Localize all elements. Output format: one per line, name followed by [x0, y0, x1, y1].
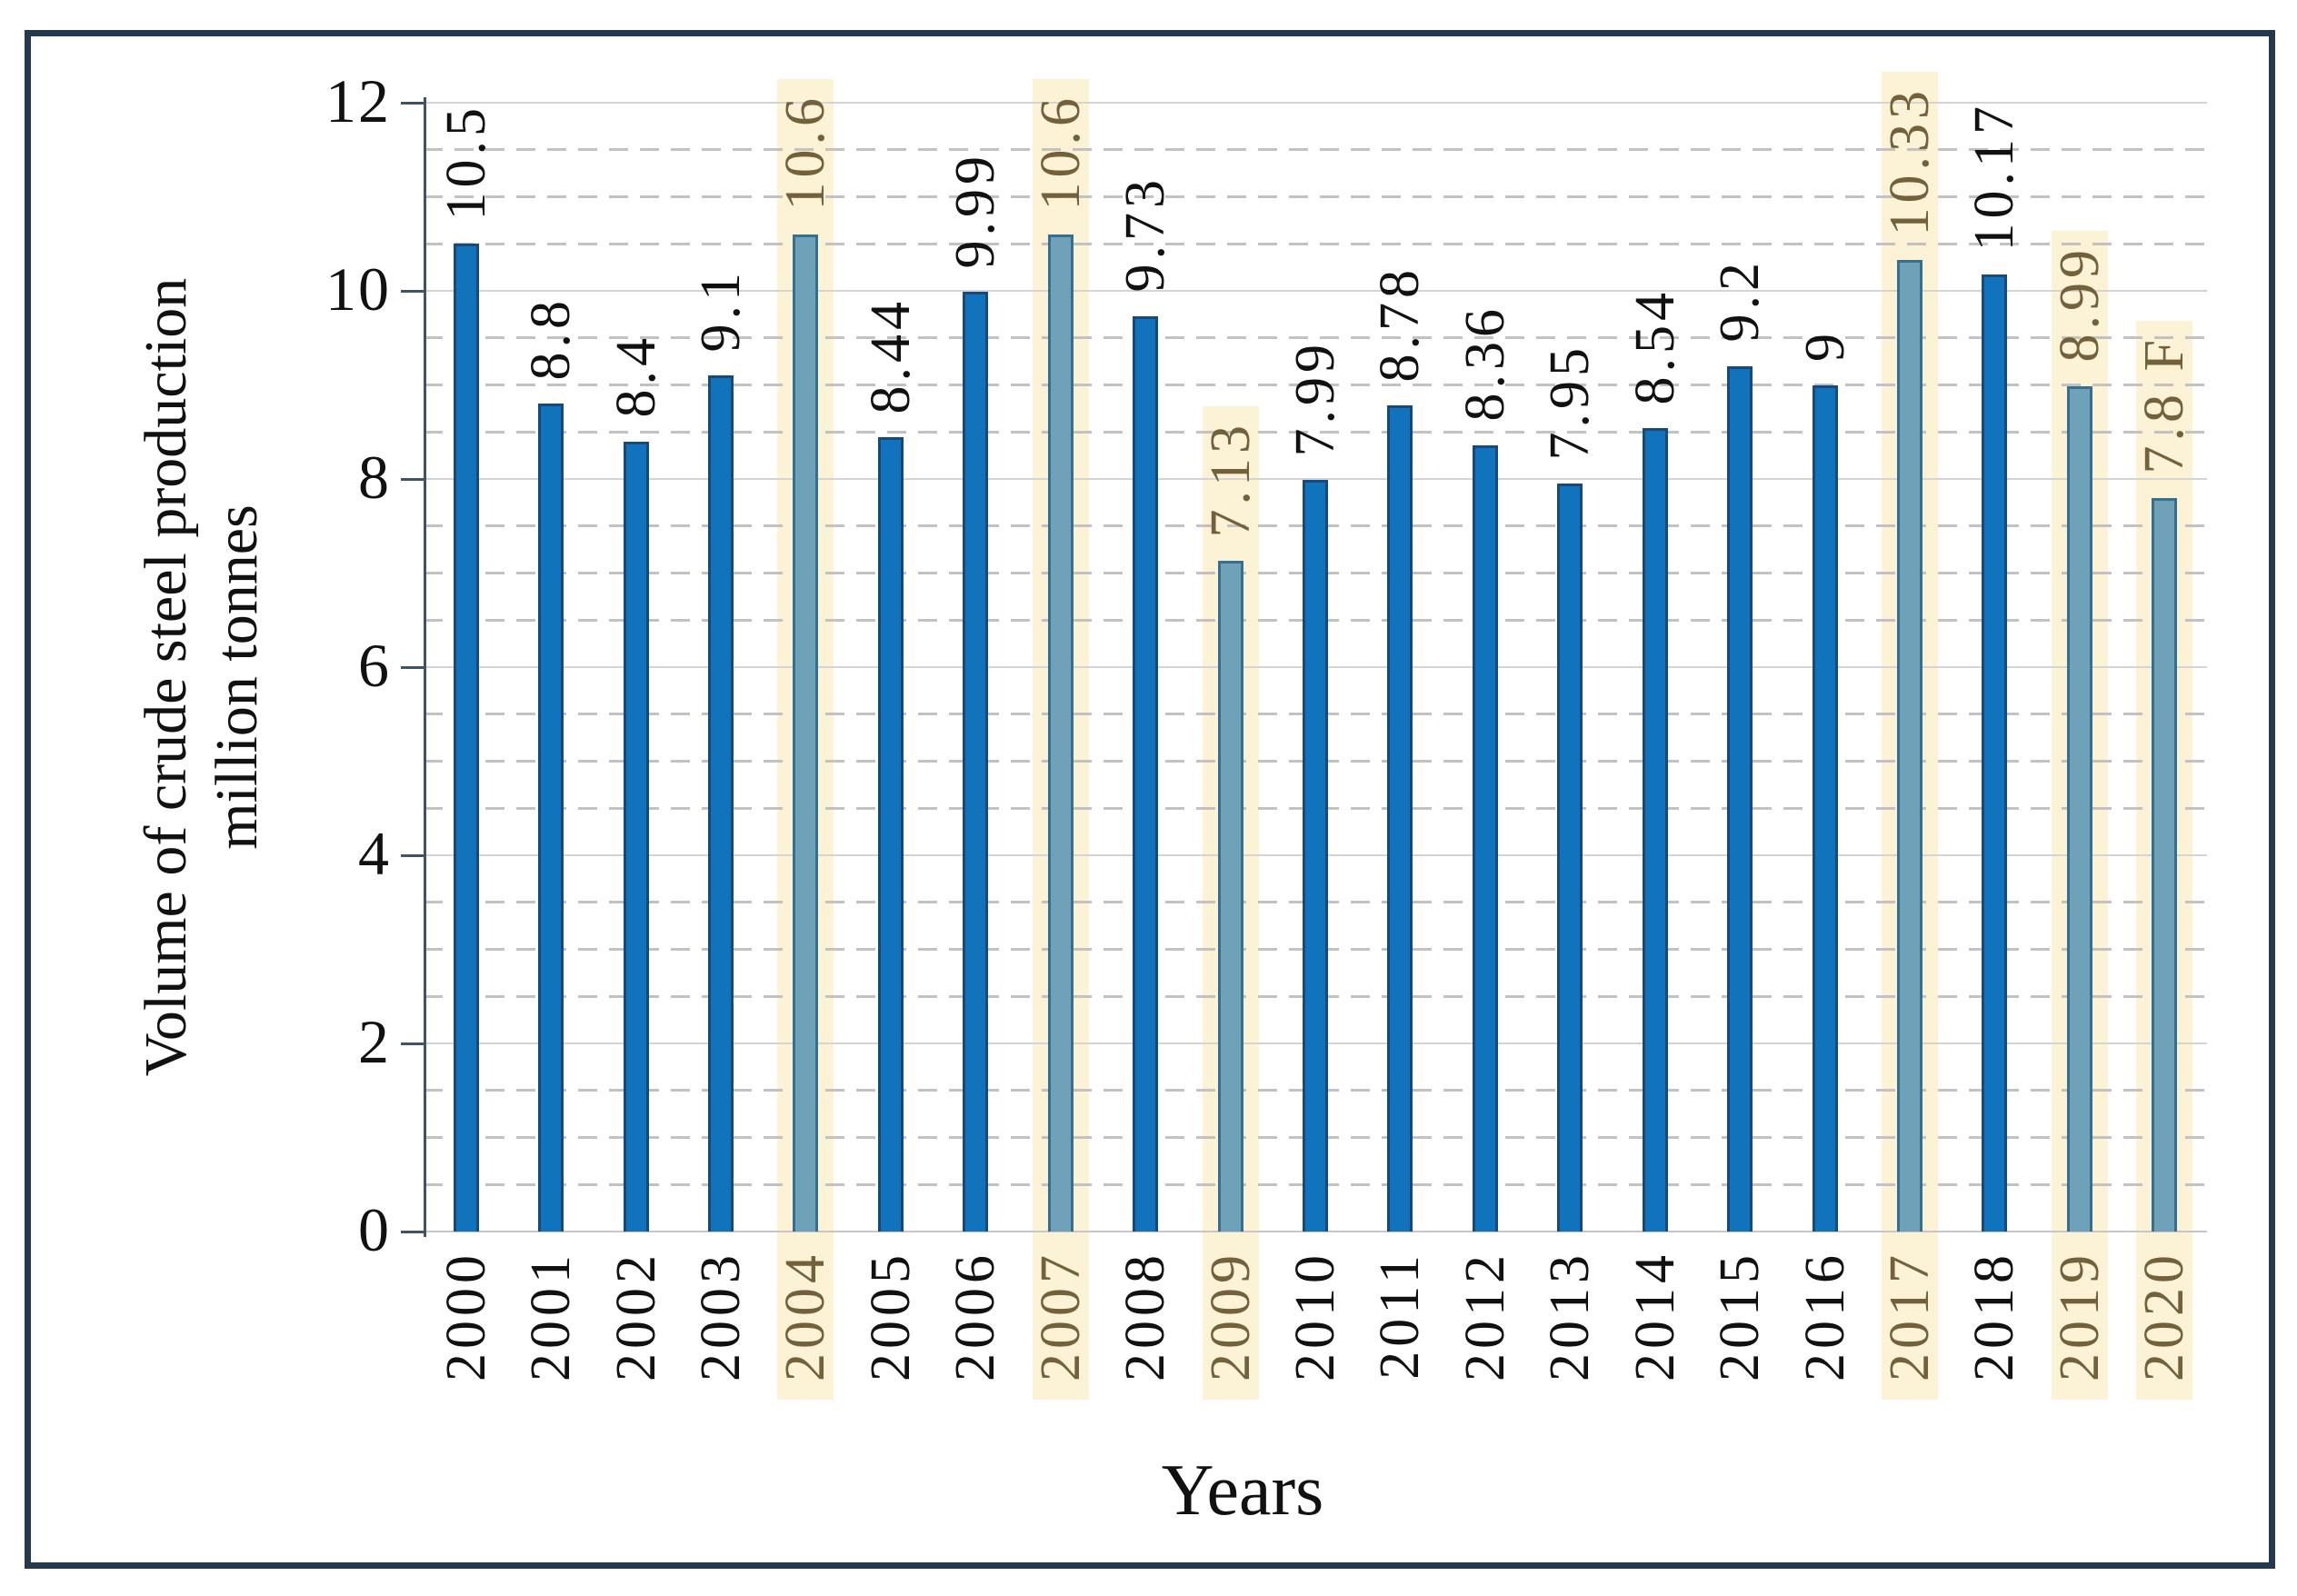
bar-2007: [1047, 234, 1074, 1232]
y-axis-title-line1: Volume of crude steel production: [133, 277, 199, 1077]
y-tick-label: 2: [358, 1007, 391, 1076]
x-axis-line: [424, 1231, 2207, 1232]
y-axis-tick: [401, 665, 424, 669]
value-label-2011: 8.78: [1369, 264, 1432, 383]
bar-2018: [1982, 274, 2008, 1232]
y-tick-label: 10: [325, 254, 391, 324]
gridline-minor: [424, 384, 2207, 386]
value-label-2001: 8.8: [520, 295, 583, 381]
bar-2001: [538, 404, 564, 1232]
year-label-2009: 2009: [1199, 1251, 1262, 1382]
bar-2006: [963, 292, 989, 1232]
bar-2009: [1217, 561, 1243, 1232]
year-label-2010: 2010: [1284, 1251, 1346, 1382]
value-label-2005: 8.44: [859, 296, 922, 414]
year-label-2002: 2002: [604, 1251, 667, 1382]
year-label-2006: 2006: [944, 1251, 1007, 1382]
bar-2003: [708, 375, 734, 1232]
gridline-minor: [424, 430, 2207, 434]
bar-2000: [453, 244, 479, 1232]
value-label-2016: 9: [1793, 328, 1856, 362]
value-label-2014: 8.54: [1623, 287, 1686, 405]
y-tick-label: 6: [358, 631, 391, 700]
gridline-minor: [424, 336, 2207, 340]
year-label-2015: 2015: [1709, 1251, 1772, 1382]
value-label-2020: 7.8 F: [2133, 335, 2196, 474]
y-axis-tick: [401, 101, 424, 105]
gridline-major: [424, 478, 2207, 480]
y-tick-label: 0: [358, 1195, 391, 1264]
bar-2008: [1133, 315, 1159, 1232]
gridline-major: [424, 102, 2207, 104]
year-label-2018: 2018: [1963, 1251, 2026, 1382]
bar-2010: [1303, 480, 1328, 1232]
gridline-minor: [424, 242, 2207, 245]
value-label-2019: 8.99: [2048, 245, 2111, 363]
value-label-2012: 8.36: [1453, 304, 1516, 422]
year-label-2004: 2004: [774, 1251, 837, 1382]
bar-2016: [1812, 384, 1838, 1232]
value-label-2002: 8.4: [604, 334, 667, 418]
bar-2004: [793, 234, 819, 1232]
y-axis-tick: [401, 1042, 424, 1045]
value-label-2007: 10.6: [1029, 94, 1092, 211]
y-axis-tick: [401, 477, 424, 481]
year-label-2000: 2000: [434, 1251, 497, 1382]
year-label-2001: 2001: [520, 1251, 583, 1382]
value-label-2017: 10.33: [1879, 86, 1941, 236]
year-label-2003: 2003: [690, 1251, 752, 1382]
bar-2014: [1642, 428, 1668, 1232]
gridline-major: [424, 290, 2207, 292]
year-label-2019: 2019: [2048, 1251, 2111, 1382]
year-label-2012: 2012: [1453, 1251, 1516, 1382]
value-label-2006: 9.99: [944, 151, 1007, 269]
value-label-2015: 9.2: [1709, 258, 1772, 343]
bar-2002: [623, 441, 649, 1232]
gridline-minor: [424, 148, 2207, 152]
value-label-2018: 10.17: [1963, 101, 2026, 252]
value-label-2009: 7.13: [1199, 420, 1262, 538]
year-label-2017: 2017: [1879, 1251, 1941, 1382]
value-label-2003: 9.1: [690, 267, 752, 353]
x-axis-title: Years: [1161, 1451, 1324, 1531]
year-label-2007: 2007: [1029, 1251, 1092, 1382]
value-label-2004: 10.6: [774, 94, 837, 211]
bar-2017: [1897, 259, 1922, 1232]
y-tick-label: 4: [358, 819, 391, 888]
bar-2005: [877, 437, 904, 1232]
bar-2015: [1727, 365, 1753, 1232]
y-axis-tick: [401, 853, 424, 857]
chart-outer-border: [25, 30, 2275, 1569]
year-label-2008: 2008: [1114, 1251, 1177, 1382]
year-label-2011: 2011: [1369, 1251, 1432, 1380]
gridline-minor: [424, 195, 2207, 198]
y-axis-title-line2: million tonnes: [204, 504, 270, 850]
value-label-2008: 9.73: [1114, 175, 1177, 293]
y-tick-label: 8: [358, 443, 391, 512]
y-axis-title: Volume of crude steel production million…: [131, 132, 273, 1222]
y-tick-label: 12: [325, 66, 391, 135]
value-label-2010: 7.99: [1284, 339, 1346, 457]
value-label-2000: 10.5: [434, 103, 497, 221]
bar-2011: [1387, 405, 1413, 1232]
y-axis-tick: [401, 289, 424, 293]
bar-2019: [2066, 385, 2092, 1232]
year-label-2013: 2013: [1539, 1251, 1602, 1382]
y-axis-line: [424, 97, 426, 1237]
year-label-2005: 2005: [859, 1251, 922, 1382]
year-label-2020: 2020: [2133, 1251, 2196, 1382]
bar-2020: [2152, 497, 2178, 1232]
year-label-2014: 2014: [1623, 1251, 1686, 1382]
value-label-2013: 7.95: [1539, 343, 1602, 461]
year-label-2016: 2016: [1793, 1251, 1856, 1382]
y-axis-tick: [401, 1230, 424, 1233]
bar-2013: [1557, 484, 1583, 1232]
bar-2012: [1472, 444, 1498, 1232]
